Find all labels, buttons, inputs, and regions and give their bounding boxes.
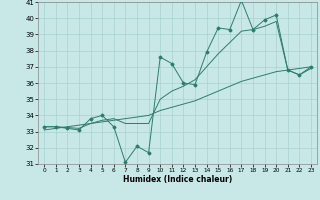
X-axis label: Humidex (Indice chaleur): Humidex (Indice chaleur) — [123, 175, 232, 184]
